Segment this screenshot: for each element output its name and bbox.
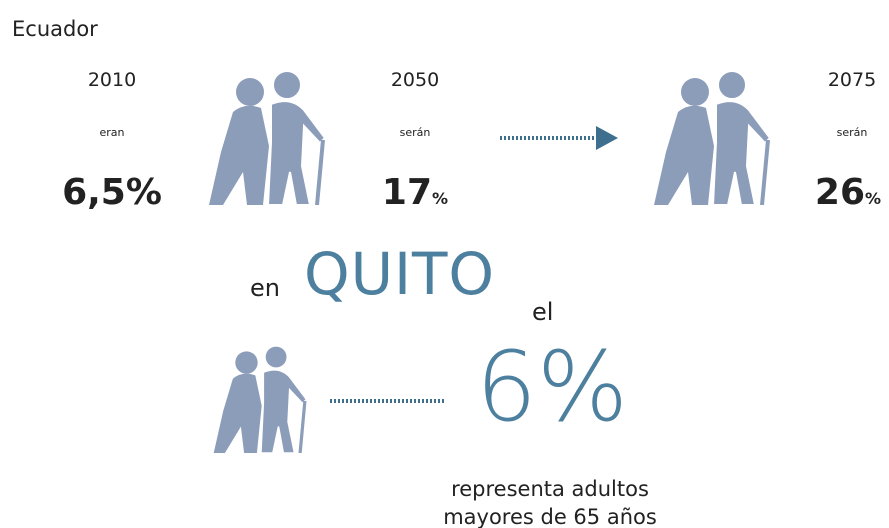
city: QUITO (304, 240, 494, 308)
percentage: 17% (382, 172, 448, 213)
arrow-head (596, 126, 618, 150)
year: 2075 (828, 69, 876, 91)
unit: % (537, 331, 628, 443)
value: 17 (382, 172, 432, 213)
prefix: en (250, 274, 280, 302)
block-2050: 2050 serán 17% (382, 69, 448, 213)
verb: serán (400, 126, 431, 139)
caption-line: mayores de 65 años (443, 505, 657, 528)
elderly-icon (652, 70, 772, 205)
percentage: 6,5% (62, 172, 162, 213)
title: Ecuador (12, 17, 98, 41)
unit: % (126, 172, 162, 213)
value: 6 (476, 331, 537, 443)
year: 2010 (88, 69, 136, 91)
elderly-icon (207, 70, 327, 205)
value: 6,5 (62, 172, 126, 213)
caption-line: representa adultos (451, 477, 649, 501)
value: 26 (815, 172, 865, 213)
elderly-icon (212, 345, 309, 453)
article: el (532, 298, 553, 326)
block-2010: 2010 eran 6,5% (62, 69, 162, 213)
verb: serán (837, 126, 868, 139)
percentage: 26% (815, 172, 881, 213)
percentage: 6% (476, 331, 628, 443)
year: 2050 (391, 69, 439, 91)
verb: eran (99, 126, 124, 139)
unit: % (865, 189, 881, 208)
unit: % (432, 189, 448, 208)
block-2075: 2075 serán 26% (815, 69, 881, 213)
